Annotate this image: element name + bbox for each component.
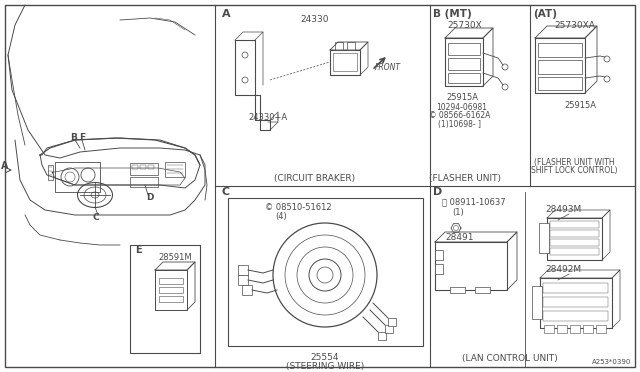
Bar bbox=[538, 43, 582, 57]
Bar bbox=[130, 245, 200, 353]
Bar bbox=[335, 42, 343, 50]
Bar bbox=[550, 248, 599, 255]
Bar bbox=[570, 325, 580, 333]
Bar bbox=[333, 53, 357, 71]
Bar bbox=[445, 38, 483, 86]
Bar bbox=[543, 297, 608, 307]
Text: (1): (1) bbox=[452, 208, 464, 218]
Bar bbox=[347, 42, 355, 50]
Text: B: B bbox=[70, 132, 77, 141]
Bar bbox=[475, 287, 490, 293]
Text: 24330: 24330 bbox=[301, 16, 329, 25]
Bar bbox=[535, 38, 585, 93]
Text: 10294-06981: 10294-06981 bbox=[436, 103, 488, 112]
Bar bbox=[130, 177, 158, 187]
Text: 24330+A: 24330+A bbox=[248, 113, 287, 122]
Bar bbox=[532, 286, 542, 319]
Bar bbox=[378, 332, 386, 340]
Bar bbox=[550, 221, 599, 228]
Bar bbox=[130, 163, 158, 175]
Text: Ⓝ 08911-10637: Ⓝ 08911-10637 bbox=[442, 198, 506, 206]
Text: SHIFT LOCK CONTROL): SHIFT LOCK CONTROL) bbox=[531, 166, 617, 174]
Bar bbox=[228, 198, 423, 346]
Bar bbox=[596, 325, 606, 333]
Text: 25915A: 25915A bbox=[446, 93, 478, 103]
Polygon shape bbox=[40, 138, 200, 188]
Text: (1)10698- ]: (1)10698- ] bbox=[438, 121, 481, 129]
Text: A: A bbox=[222, 9, 230, 19]
Text: 28591M: 28591M bbox=[158, 253, 192, 263]
Bar bbox=[539, 223, 549, 253]
Bar bbox=[48, 165, 53, 180]
Bar bbox=[550, 239, 599, 246]
Bar bbox=[583, 325, 593, 333]
Bar bbox=[543, 283, 608, 293]
Text: (FLASHER UNIT WITH: (FLASHER UNIT WITH bbox=[534, 157, 614, 167]
Bar bbox=[55, 162, 100, 192]
Bar bbox=[388, 318, 396, 326]
Bar bbox=[540, 278, 612, 328]
Bar bbox=[238, 275, 248, 285]
Text: (AT): (AT) bbox=[533, 9, 557, 19]
Bar bbox=[238, 265, 248, 275]
Text: E: E bbox=[79, 132, 85, 141]
Text: B (MT): B (MT) bbox=[433, 9, 472, 19]
Text: E: E bbox=[135, 245, 141, 255]
Bar bbox=[450, 287, 465, 293]
Bar bbox=[544, 325, 554, 333]
Bar bbox=[435, 264, 443, 274]
Bar bbox=[550, 230, 599, 237]
Bar bbox=[140, 165, 146, 169]
Text: 25730X: 25730X bbox=[447, 20, 483, 29]
Text: 25915A: 25915A bbox=[564, 100, 596, 109]
Text: A: A bbox=[1, 161, 9, 171]
Bar bbox=[330, 50, 360, 75]
Bar bbox=[155, 270, 187, 310]
Text: C: C bbox=[222, 187, 230, 197]
Text: 28492M: 28492M bbox=[545, 266, 581, 275]
Bar bbox=[538, 77, 582, 90]
Text: (LAN CONTROL UNIT): (LAN CONTROL UNIT) bbox=[462, 353, 558, 362]
Text: (FLASHER UNIT): (FLASHER UNIT) bbox=[429, 173, 501, 183]
Text: (STEERING WIRE): (STEERING WIRE) bbox=[286, 362, 364, 371]
Bar bbox=[242, 285, 252, 295]
Bar bbox=[159, 287, 183, 293]
Bar bbox=[148, 165, 154, 169]
Bar bbox=[159, 296, 183, 302]
Text: © 08566-6162A: © 08566-6162A bbox=[429, 112, 491, 121]
Text: D: D bbox=[147, 193, 154, 202]
Bar bbox=[132, 165, 138, 169]
Text: (4): (4) bbox=[275, 212, 287, 221]
Text: FRONT: FRONT bbox=[375, 62, 401, 71]
Text: D: D bbox=[433, 187, 442, 197]
Bar bbox=[159, 278, 183, 284]
Bar bbox=[165, 162, 185, 177]
Bar bbox=[543, 311, 608, 321]
Bar bbox=[547, 218, 602, 260]
Text: A253*0390: A253*0390 bbox=[592, 359, 632, 365]
Text: 28493M: 28493M bbox=[545, 205, 581, 215]
Bar bbox=[435, 242, 507, 290]
Bar bbox=[448, 43, 480, 55]
Text: © 08510-51612: © 08510-51612 bbox=[265, 203, 332, 212]
Text: 25730XA: 25730XA bbox=[555, 20, 595, 29]
Text: 25554: 25554 bbox=[311, 353, 339, 362]
Bar bbox=[557, 325, 567, 333]
Bar bbox=[385, 325, 393, 333]
Text: (CIRCUIT BRAKER): (CIRCUIT BRAKER) bbox=[275, 173, 356, 183]
Bar bbox=[448, 73, 480, 83]
Text: 28491: 28491 bbox=[445, 234, 474, 243]
Bar bbox=[435, 250, 443, 260]
Bar bbox=[448, 58, 480, 70]
Bar bbox=[538, 60, 582, 74]
Text: C: C bbox=[93, 214, 99, 222]
